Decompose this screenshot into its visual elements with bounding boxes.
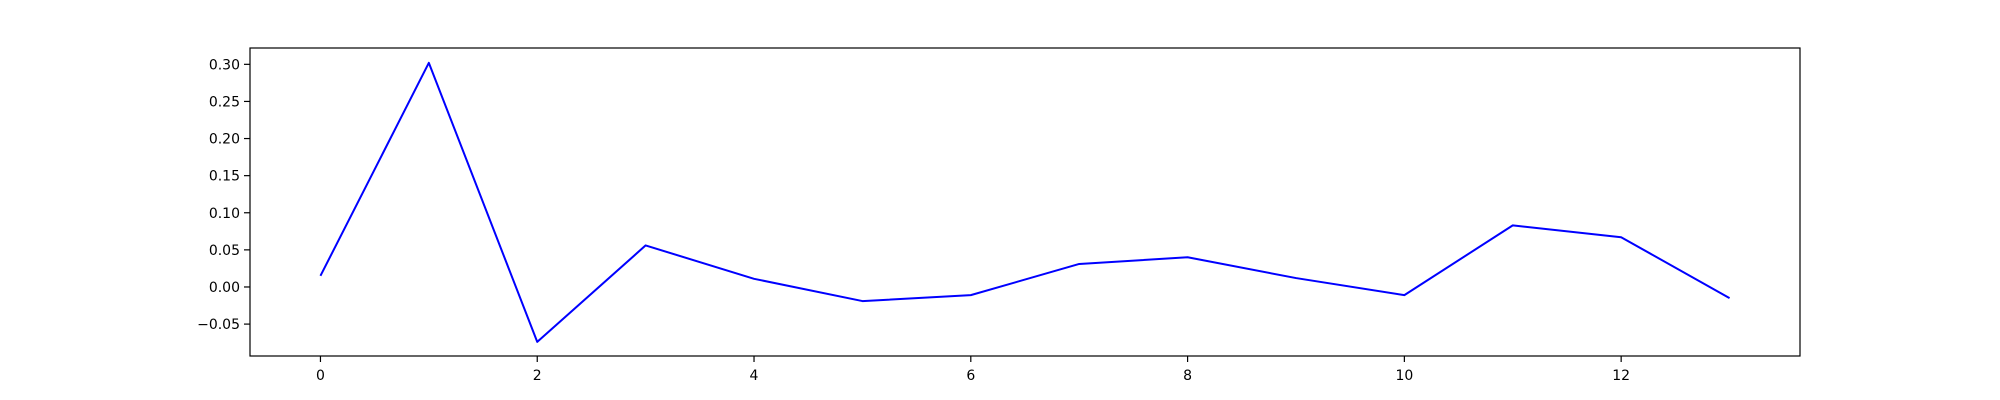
y-tick-label: 0.20 (209, 132, 240, 148)
y-axis: −0.05 0.00 0.05 0.10 0.15 0.20 0.25 0.30 (197, 57, 250, 333)
x-tick-label: 4 (750, 368, 759, 384)
x-axis: 0 2 4 6 8 10 12 (316, 356, 1630, 384)
y-tick-label: 0.05 (209, 243, 240, 259)
y-tick-label: 0.30 (209, 57, 240, 73)
x-tick-label: 6 (966, 368, 975, 384)
plot-area-frame (249, 47, 1801, 357)
x-tick-label: 12 (1612, 368, 1630, 384)
x-tick-label: 2 (533, 368, 542, 384)
y-tick-label: 0.10 (209, 206, 240, 222)
x-tick-label: 10 (1395, 368, 1413, 384)
series-layer (319, 61, 1731, 343)
y-tick-label: 0.15 (209, 169, 240, 185)
y-tick-label: 0.25 (209, 94, 240, 110)
x-tick-label: 0 (316, 368, 325, 384)
y-tick-label: 0.00 (209, 280, 240, 296)
series-line-0 (319, 61, 1731, 343)
x-tick-label: 8 (1183, 368, 1192, 384)
y-tick-label: −0.05 (197, 317, 240, 333)
